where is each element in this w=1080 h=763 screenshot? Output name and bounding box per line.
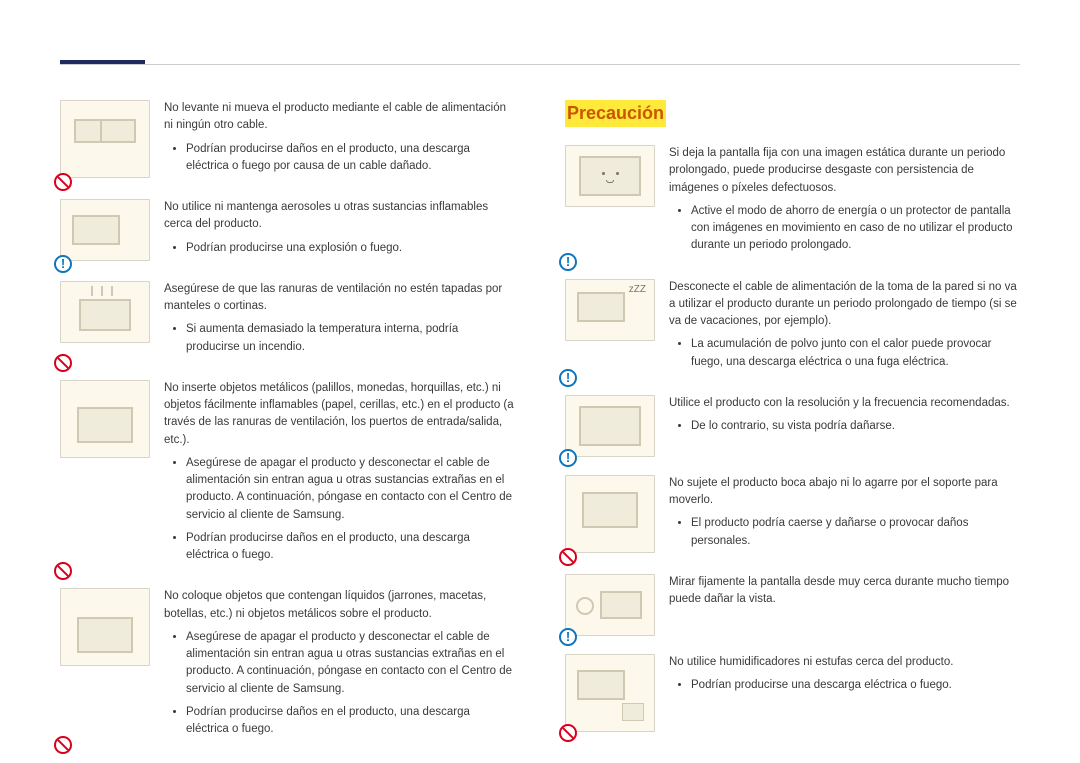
warning-bullet: Podrían producirse una descarga eléctric… [691, 677, 1020, 694]
warning-item: zZZ ! Desconecte el cable de alimentació… [565, 279, 1020, 377]
warning-bullets: Podrían producirse una descarga eléctric… [669, 677, 1020, 694]
warning-bullet: Podrían producirse daños en el producto,… [186, 141, 515, 176]
warning-bullet: Podrían producirse daños en el producto,… [186, 704, 515, 739]
warning-bullets: Active el modo de ahorro de energía o un… [669, 203, 1020, 255]
warning-text: No utilice ni mantenga aerosoles u otras… [164, 199, 515, 263]
warning-bullet: Podrían producirse una explosión o fuego… [186, 240, 515, 257]
info-icon: ! [559, 253, 577, 271]
warning-item: No utilice humidificadores ni estufas ce… [565, 654, 1020, 732]
illus-aerosol [60, 199, 150, 261]
warning-paragraph: No utilice ni mantenga aerosoles u otras… [164, 199, 515, 234]
info-icon: ! [559, 628, 577, 646]
illus-wrap: ! [565, 574, 655, 636]
warning-paragraph: No inserte objetos metálicos (palillos, … [164, 380, 515, 449]
warning-paragraph: No levante ni mueva el producto mediante… [164, 100, 515, 135]
prohibit-icon [559, 724, 577, 742]
illus-wrap: ! [565, 145, 655, 261]
warning-text: Mirar fijamente la pantalla desde muy ce… [669, 574, 1020, 636]
warning-paragraph: No coloque objetos que contengan líquido… [164, 588, 515, 623]
warning-item: ! No utilice ni mantenga aerosoles u otr… [60, 199, 515, 263]
illus-ventilation [60, 281, 150, 343]
warning-bullet: El producto podría caerse y dañarse o pr… [691, 515, 1020, 550]
prohibit-icon [54, 736, 72, 754]
info-icon: ! [54, 255, 72, 273]
column-right: Precaución ! Si deja la pantalla fija co… [565, 100, 1020, 762]
warning-text: Asegúrese de que las ranuras de ventilac… [164, 281, 515, 362]
warning-item: ! Mirar fijamente la pantalla desde muy … [565, 574, 1020, 636]
illus-wrap [565, 475, 655, 556]
warning-bullet: Asegúrese de apagar el producto y descon… [186, 455, 515, 524]
warning-bullet: Podrían producirse daños en el producto,… [186, 530, 515, 565]
warning-text: No levante ni mueva el producto mediante… [164, 100, 515, 181]
warning-item: No inserte objetos metálicos (palillos, … [60, 380, 515, 571]
warning-bullets: Podrían producirse daños en el producto,… [164, 141, 515, 176]
illus-wrap: ! [565, 395, 655, 457]
warning-text: No coloque objetos que contengan líquido… [164, 588, 515, 744]
warning-item: No levante ni mueva el producto mediante… [60, 100, 515, 181]
illus-upside-down [565, 475, 655, 553]
illus-close-view [565, 574, 655, 636]
illus-static-image [565, 145, 655, 207]
illus-wrap [60, 281, 150, 362]
illus-cable-lift [60, 100, 150, 178]
warning-paragraph: Mirar fijamente la pantalla desde muy ce… [669, 574, 1020, 609]
warning-text: No sujete el producto boca abajo ni lo a… [669, 475, 1020, 556]
warning-paragraph: Si deja la pantalla fija con una imagen … [669, 145, 1020, 197]
info-icon: ! [559, 369, 577, 387]
warning-paragraph: Asegúrese de que las ranuras de ventilac… [164, 281, 515, 316]
page-content: No levante ni mueva el producto mediante… [60, 100, 1020, 762]
illus-wrap: ! [60, 199, 150, 263]
warning-item: No coloque objetos que contengan líquido… [60, 588, 515, 744]
illus-metal-objects [60, 380, 150, 458]
prohibit-icon [54, 354, 72, 372]
prohibit-icon [559, 548, 577, 566]
caution-heading: Precaución [565, 100, 666, 127]
info-icon: ! [559, 449, 577, 467]
warning-text: No inserte objetos metálicos (palillos, … [164, 380, 515, 571]
warning-text: Si deja la pantalla fija con una imagen … [669, 145, 1020, 261]
warning-text: No utilice humidificadores ni estufas ce… [669, 654, 1020, 732]
warning-item: No sujete el producto boca abajo ni lo a… [565, 475, 1020, 556]
warning-bullets: De lo contrario, su vista podría dañarse… [669, 418, 1020, 435]
header-rule-line [60, 64, 1020, 65]
warning-bullets: Asegúrese de apagar el producto y descon… [164, 455, 515, 565]
warning-paragraph: Desconecte el cable de alimentación de l… [669, 279, 1020, 331]
warning-paragraph: No sujete el producto boca abajo ni lo a… [669, 475, 1020, 510]
warning-bullet: Asegúrese de apagar el producto y descon… [186, 629, 515, 698]
illus-wrap [565, 654, 655, 732]
illus-wrap [60, 588, 150, 744]
illus-wrap [60, 100, 150, 181]
illus-wrap: zZZ ! [565, 279, 655, 377]
warning-bullets: Si aumenta demasiado la temperatura inte… [164, 321, 515, 356]
warning-bullets: El producto podría caerse y dañarse o pr… [669, 515, 1020, 550]
illus-unplug: zZZ [565, 279, 655, 341]
warning-paragraph: Utilice el producto con la resolución y … [669, 395, 1020, 412]
illus-wrap [60, 380, 150, 571]
warning-bullet: Active el modo de ahorro de energía o un… [691, 203, 1020, 255]
warning-bullets: La acumulación de polvo junto con el cal… [669, 336, 1020, 371]
warning-text: Desconecte el cable de alimentación de l… [669, 279, 1020, 377]
warning-item: ! Utilice el producto con la resolución … [565, 395, 1020, 457]
warning-item: ! Si deja la pantalla fija con una image… [565, 145, 1020, 261]
warning-paragraph: No utilice humidificadores ni estufas ce… [669, 654, 1020, 671]
warning-bullet: Si aumenta demasiado la temperatura inte… [186, 321, 515, 356]
illus-liquid-objects [60, 588, 150, 666]
warning-bullets: Podrían producirse una explosión o fuego… [164, 240, 515, 257]
warning-bullet: De lo contrario, su vista podría dañarse… [691, 418, 1020, 435]
warning-bullets: Asegúrese de apagar el producto y descon… [164, 629, 515, 739]
warning-bullet: La acumulación de polvo junto con el cal… [691, 336, 1020, 371]
prohibit-icon [54, 562, 72, 580]
warning-text: Utilice el producto con la resolución y … [669, 395, 1020, 457]
illus-humidifier [565, 654, 655, 732]
illus-resolution [565, 395, 655, 457]
warning-item: Asegúrese de que las ranuras de ventilac… [60, 281, 515, 362]
column-left: No levante ni mueva el producto mediante… [60, 100, 515, 762]
prohibit-icon [54, 173, 72, 191]
